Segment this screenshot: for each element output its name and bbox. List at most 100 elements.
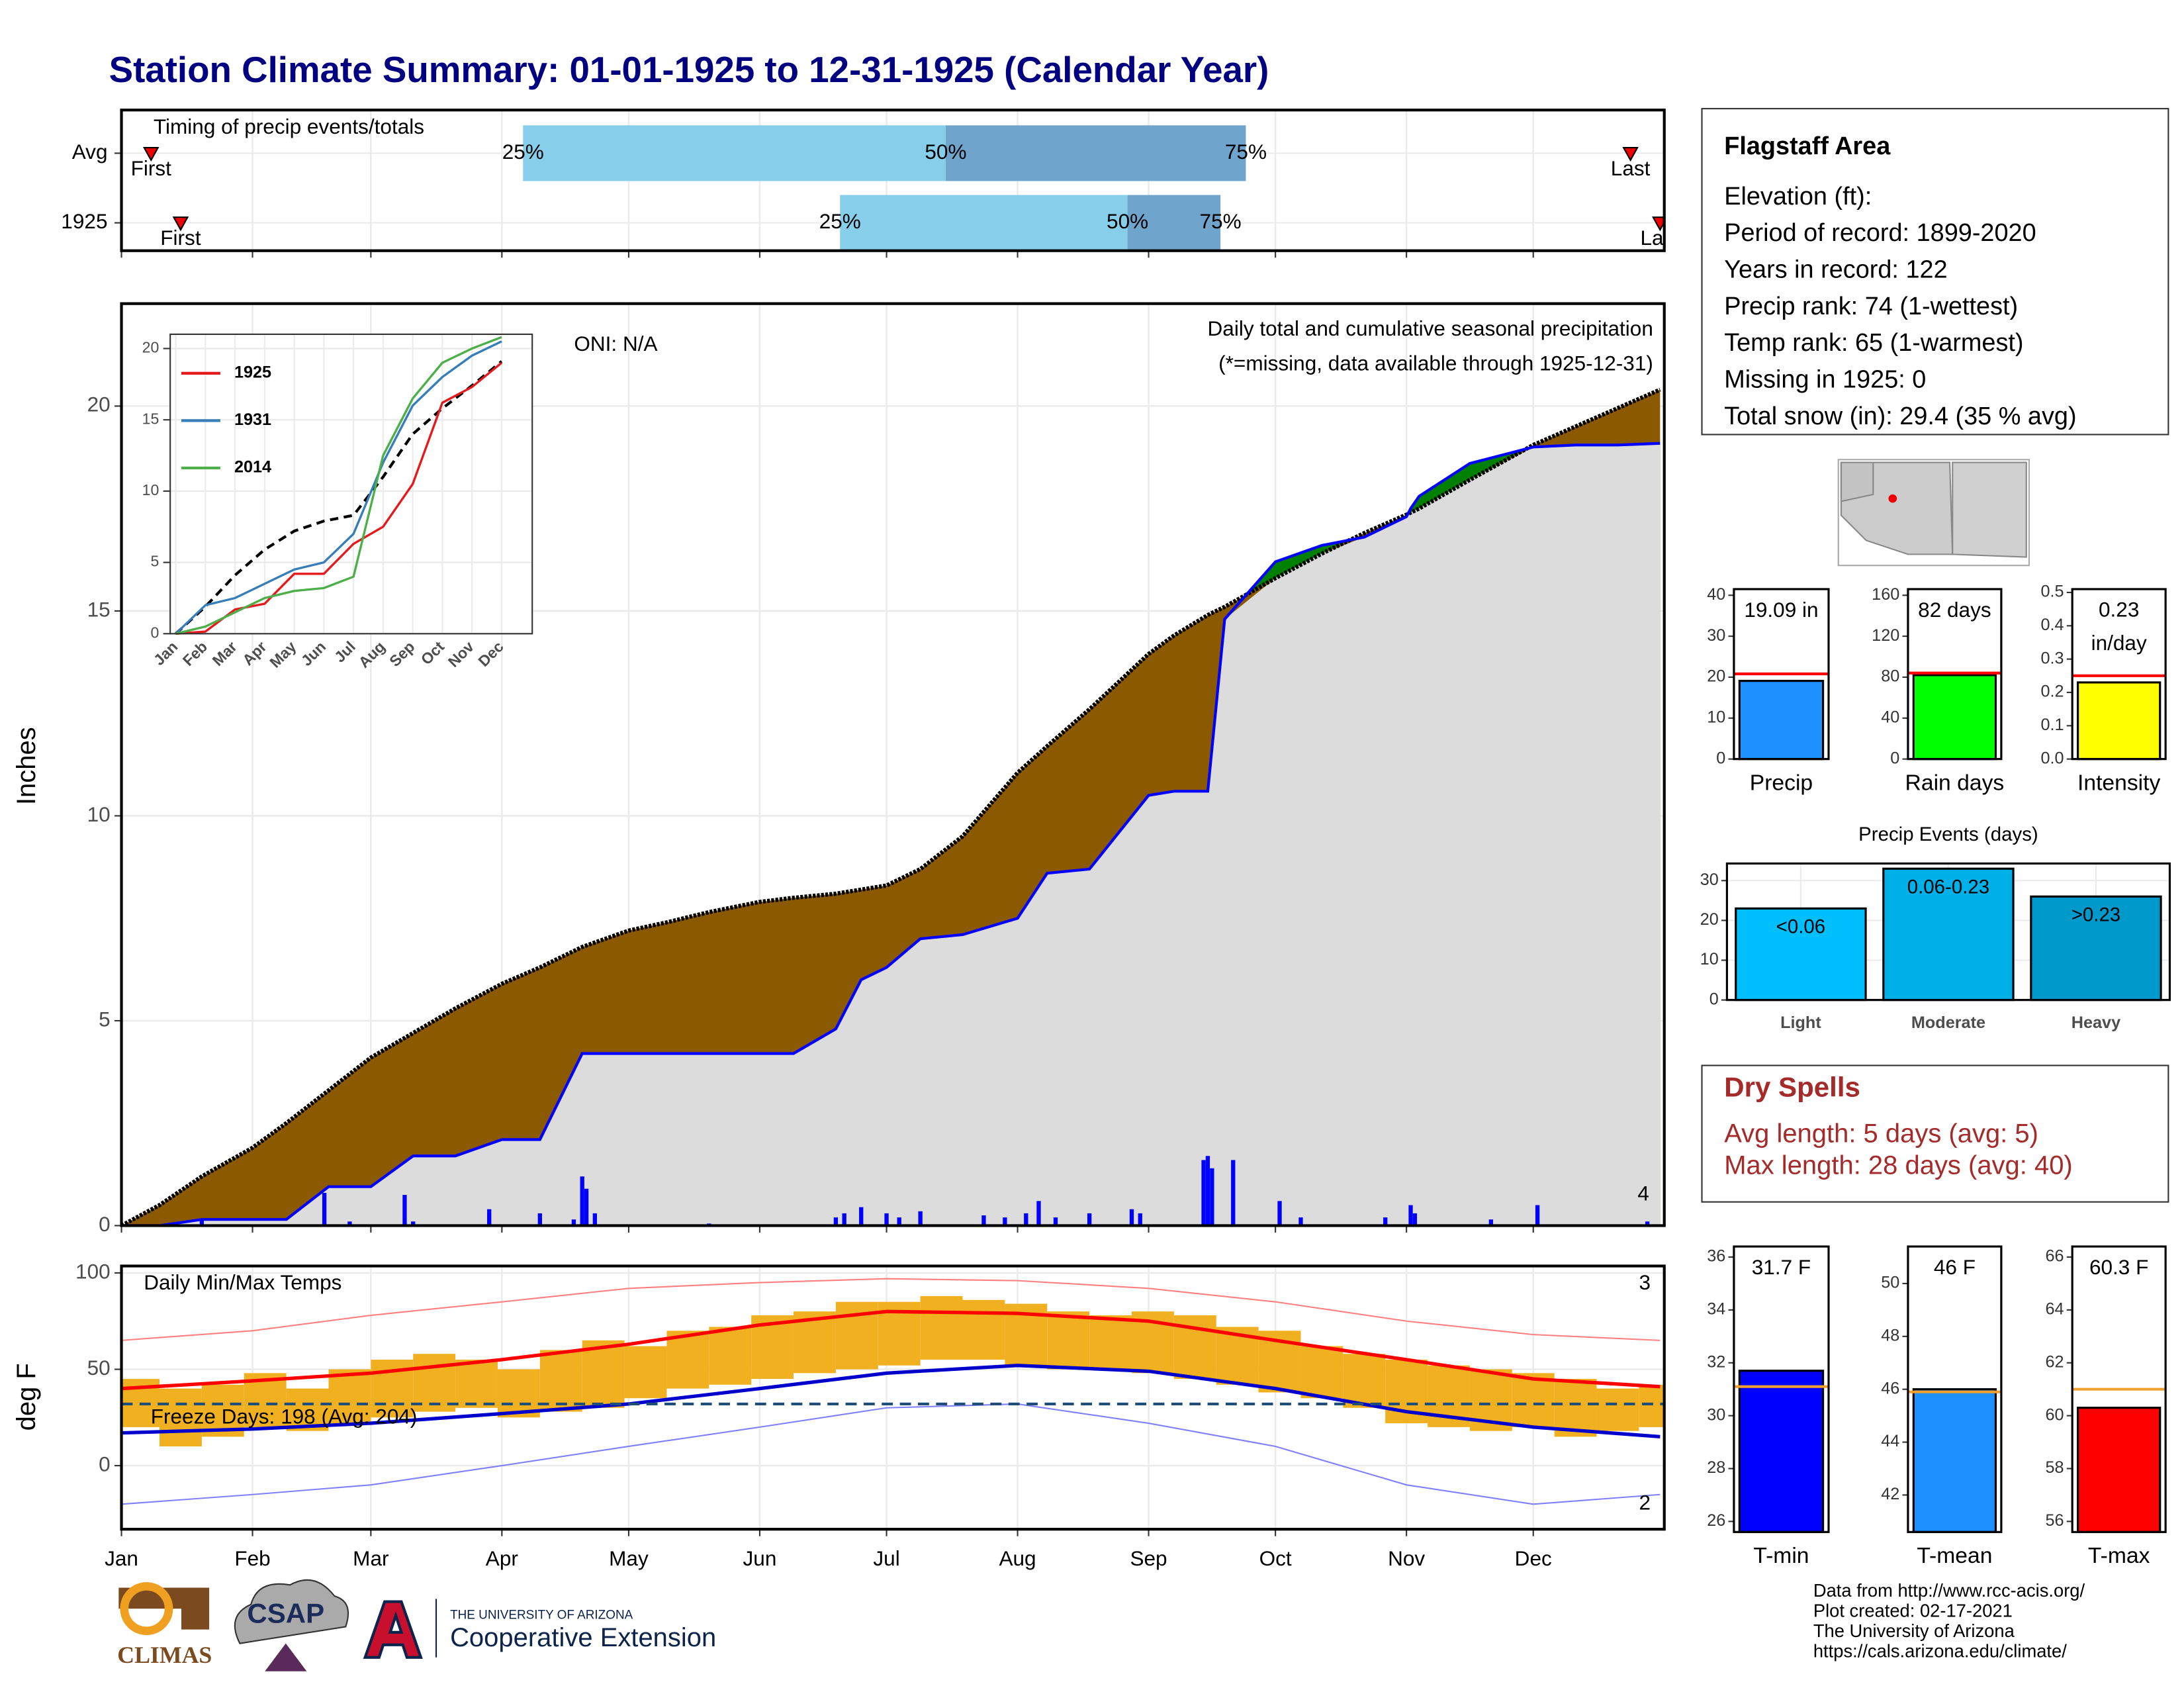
bin-label: 0.06-0.23 xyxy=(1907,876,1989,898)
bin-label: <0.06 xyxy=(1776,916,1826,938)
y-tick-label: 58 xyxy=(2045,1458,2064,1477)
dry-spells-box xyxy=(1701,1064,2169,1203)
daily-precip-bar xyxy=(1645,1221,1650,1226)
y-tick-label: 15 xyxy=(87,597,111,621)
daily-temp-range xyxy=(920,1295,963,1360)
daily-precip-bar xyxy=(1535,1205,1540,1226)
y-axis-label: Inches xyxy=(12,727,41,805)
y-tick-label: 48 xyxy=(1881,1326,1899,1344)
credit-line: The University of Arizona xyxy=(1813,1620,2015,1641)
y-tick-label: 28 xyxy=(1707,1458,1725,1477)
y-tick-label: 20 xyxy=(142,339,159,356)
quartile-bar xyxy=(523,125,946,181)
bar xyxy=(2077,681,2161,761)
x-tick-label: Jun xyxy=(743,1546,777,1570)
value-label: 31.7 F xyxy=(1752,1255,1811,1279)
y-tick-label: 0 xyxy=(1890,749,1899,767)
y-tick-label: 40 xyxy=(1881,708,1899,726)
panel-border xyxy=(2071,1245,2167,1533)
category-label: Heavy xyxy=(2071,1013,2120,1032)
y-tick-label: 160 xyxy=(1872,585,1899,604)
row-label: Avg xyxy=(72,140,108,164)
daily-temp-range xyxy=(624,1346,667,1399)
daily-temp-range xyxy=(1047,1311,1090,1370)
quartile-label: 25% xyxy=(502,140,544,164)
panel-border xyxy=(120,109,1666,252)
panel-title: Daily total and cumulative seasonal prec… xyxy=(1208,316,1653,340)
record-low-line xyxy=(121,1403,1661,1505)
quartile-bar xyxy=(1127,195,1221,251)
value-label: 46 F xyxy=(1934,1255,1976,1279)
logos: CLIMAS CSAP THE UNIVERSITY OF ARIZONA Co… xyxy=(117,1579,716,1671)
bar xyxy=(1912,674,1997,761)
y-tick-label: 64 xyxy=(2045,1300,2064,1319)
quartile-label: 75% xyxy=(1225,140,1267,164)
daily-precip-bar xyxy=(1298,1217,1303,1226)
row-label: 1925 xyxy=(61,209,107,233)
event-label: First xyxy=(160,226,201,250)
quartile-label: 50% xyxy=(1107,209,1148,233)
category-label: T-mean xyxy=(1917,1544,1992,1568)
daily-precip-bar xyxy=(833,1217,839,1226)
bar xyxy=(1738,1370,1825,1533)
daily-precip-bar xyxy=(537,1213,542,1226)
daily-temp-range xyxy=(455,1359,498,1408)
event-marker xyxy=(1622,146,1639,162)
daily-precip-bar xyxy=(592,1213,598,1226)
plot-area: 0.23 in/day xyxy=(2072,598,2166,761)
daily-temp-range xyxy=(328,1369,371,1424)
inset-border xyxy=(169,333,533,635)
quartile-bar xyxy=(840,195,1128,251)
y-tick-label: 30 xyxy=(1700,870,1719,889)
x-tick-label: Oct xyxy=(1259,1546,1292,1570)
y-tick-label: 20 xyxy=(1707,667,1725,686)
y-tick-label: 15 xyxy=(142,410,159,427)
x-tick-label: Jul xyxy=(873,1546,899,1570)
plot-area xyxy=(121,1266,1664,1530)
x-tick-label: Mar xyxy=(353,1546,388,1570)
daily-temp-range xyxy=(1343,1354,1386,1408)
info-line: Temp rank: 65 (1-warmest) xyxy=(1724,329,2023,357)
y-tick-label: 46 xyxy=(1881,1379,1899,1397)
daily-temp-range xyxy=(1512,1373,1555,1427)
daily-temp-range xyxy=(1300,1346,1343,1399)
y-tick-label: 32 xyxy=(1707,1352,1725,1371)
info-line: Missing in 1925: 0 xyxy=(1724,365,1926,393)
panel-border xyxy=(2071,588,2167,761)
daily-temp-range xyxy=(1596,1388,1639,1431)
daily-temp-range xyxy=(709,1327,752,1385)
actual-line xyxy=(121,442,1661,1226)
y-tick-label: 80 xyxy=(1881,667,1899,686)
value-label: 19.09 in xyxy=(1744,598,1818,622)
daily-temp-range xyxy=(582,1340,625,1408)
record-high-line xyxy=(121,1278,1661,1341)
inset-plot xyxy=(170,334,533,635)
daily-precip-bar xyxy=(1003,1217,1007,1226)
bar xyxy=(1738,680,1825,761)
bar xyxy=(1735,907,1867,1002)
daily-precip-bar xyxy=(859,1207,864,1226)
dry-spells-title: Dry Spells xyxy=(1724,1071,1860,1102)
base-area xyxy=(121,443,1661,1226)
legend-label: 1925 xyxy=(234,363,271,382)
daily-temp-range xyxy=(539,1350,582,1412)
panel-title: Daily Min/Max Temps xyxy=(144,1270,341,1294)
daily-precip-bar xyxy=(1205,1156,1210,1226)
y-axis-label: deg F xyxy=(12,1363,41,1430)
y-tick-label: 34 xyxy=(1707,1300,1725,1319)
x-tick-label: Dec xyxy=(1515,1546,1552,1570)
series-line xyxy=(175,360,503,635)
daily-temp-range xyxy=(1554,1379,1597,1437)
logo-text: Cooperative Extension xyxy=(450,1623,716,1652)
logo-text: CSAP xyxy=(247,1598,324,1629)
page-title: Station Climate Summary: 01-01-1925 to 1… xyxy=(109,49,1269,90)
y-tick-label: 56 xyxy=(2045,1511,2064,1530)
category-label: Precip xyxy=(1750,771,1813,795)
bar xyxy=(2030,895,2162,1002)
info-line: Elevation (ft): xyxy=(1724,183,1872,211)
value-label: 60.3 F xyxy=(2089,1255,2148,1279)
daily-precip-bar xyxy=(1087,1213,1092,1226)
series-line xyxy=(175,361,502,635)
y-tick-label: 36 xyxy=(1707,1247,1725,1266)
y-tick-label: 42 xyxy=(1881,1485,1899,1503)
